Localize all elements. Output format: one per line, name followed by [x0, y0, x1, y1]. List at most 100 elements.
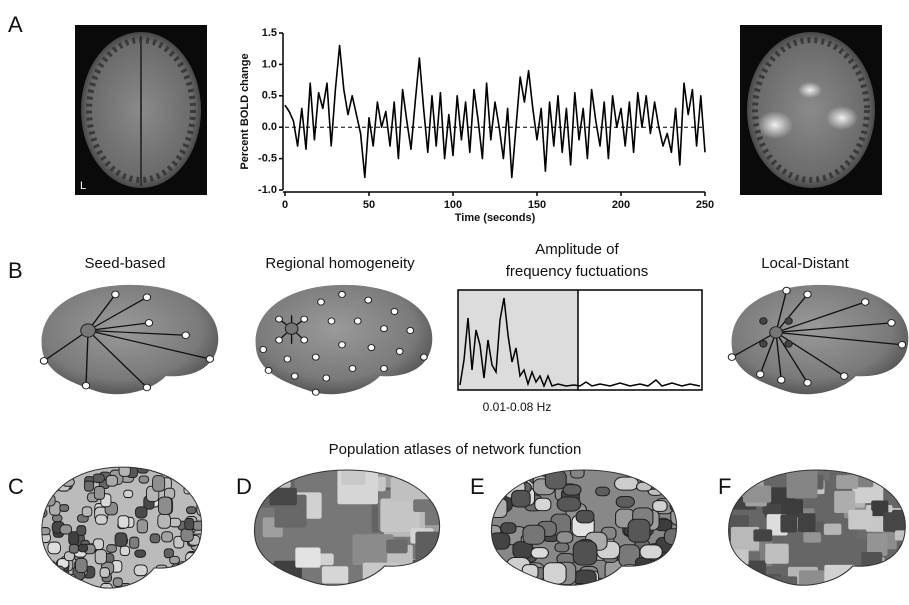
- mri-right: [740, 25, 882, 195]
- shape: [747, 32, 875, 188]
- brain-local-distant: [728, 285, 908, 394]
- parcel: [42, 564, 53, 575]
- parcel: [573, 541, 597, 565]
- parcel: [196, 472, 206, 480]
- parcel: [158, 497, 171, 514]
- parcel: [110, 590, 119, 600]
- parcel: [653, 568, 667, 583]
- parcel: [576, 510, 594, 522]
- parcel: [753, 529, 772, 541]
- parcel: [848, 510, 872, 530]
- parcel: [865, 568, 894, 597]
- parcel: [84, 589, 96, 600]
- parcel: [879, 572, 902, 592]
- parcel: [419, 570, 448, 593]
- parcel: [158, 514, 171, 528]
- parcel: [267, 465, 291, 488]
- node: [804, 379, 811, 386]
- parcel: [615, 477, 639, 490]
- parcel: [442, 519, 485, 562]
- parcel: [170, 556, 180, 563]
- y-tick-label: 0.5: [262, 90, 277, 102]
- spectrum: 0.01-0.08 Hz: [458, 290, 702, 414]
- node: [143, 294, 150, 301]
- parcel: [124, 490, 133, 497]
- node: [143, 384, 150, 391]
- parcel: [155, 462, 165, 471]
- parcel: [186, 507, 196, 514]
- parcel: [51, 478, 60, 489]
- node: [760, 318, 767, 325]
- node: [368, 345, 375, 351]
- parcel: [347, 591, 367, 600]
- node: [328, 318, 335, 324]
- node: [265, 367, 272, 373]
- parcel: [666, 555, 690, 568]
- node: [182, 332, 189, 339]
- parcel: [363, 563, 400, 600]
- parcel: [86, 589, 97, 600]
- method-title: frequency fuctuations: [506, 263, 649, 280]
- method-title: Local-Distant: [761, 255, 849, 272]
- parcel: [78, 544, 87, 551]
- panel-label: C: [8, 474, 24, 499]
- parcel: [63, 460, 75, 471]
- parcel: [531, 548, 548, 558]
- parcel: [200, 586, 213, 600]
- parcel: [728, 581, 759, 599]
- node: [396, 348, 403, 354]
- parcel: [834, 491, 855, 513]
- parcel: [489, 498, 507, 517]
- parcel: [150, 587, 159, 593]
- parcel: [803, 590, 834, 600]
- node: [354, 318, 361, 324]
- parcel: [82, 507, 92, 517]
- panel-label: D: [236, 474, 252, 499]
- parcel: [60, 505, 69, 512]
- y-tick-label: -0.5: [258, 153, 277, 165]
- parcel: [66, 574, 76, 584]
- node: [804, 291, 811, 298]
- node: [323, 375, 330, 381]
- node: [339, 342, 346, 348]
- parcel: [106, 475, 117, 486]
- parcel: [522, 565, 538, 579]
- parcel: [836, 475, 858, 489]
- shape: [42, 285, 219, 394]
- parcel: [425, 567, 446, 581]
- shape: [757, 111, 793, 139]
- parcel: [557, 532, 573, 543]
- parcel: [146, 461, 155, 468]
- parcel: [77, 526, 86, 536]
- parcel: [415, 532, 447, 566]
- parcel: [679, 560, 702, 573]
- parcel: [816, 587, 833, 600]
- node: [407, 327, 414, 333]
- parcel: [413, 499, 433, 512]
- parcel: [203, 496, 212, 503]
- parcel: [101, 583, 113, 594]
- parcel: [386, 540, 407, 554]
- parcel: [118, 516, 129, 528]
- y-tick-label: 0.0: [262, 121, 277, 133]
- brain-seed: [40, 285, 218, 394]
- parcel: [341, 464, 365, 485]
- bold-series: [285, 46, 705, 178]
- parcel: [872, 588, 901, 600]
- mri-label: L: [80, 180, 86, 192]
- parcel: [202, 545, 212, 558]
- node: [760, 340, 767, 347]
- parcel: [120, 546, 129, 555]
- parcel: [204, 550, 213, 557]
- node: [778, 377, 785, 384]
- parcel: [204, 522, 217, 534]
- parcel: [130, 537, 139, 548]
- parcel: [490, 468, 514, 486]
- parcel: [95, 515, 107, 524]
- x-tick-label: 200: [612, 199, 630, 211]
- parcel: [115, 533, 127, 547]
- parcel: [83, 460, 94, 469]
- parcel: [139, 476, 149, 483]
- parcel: [624, 583, 643, 598]
